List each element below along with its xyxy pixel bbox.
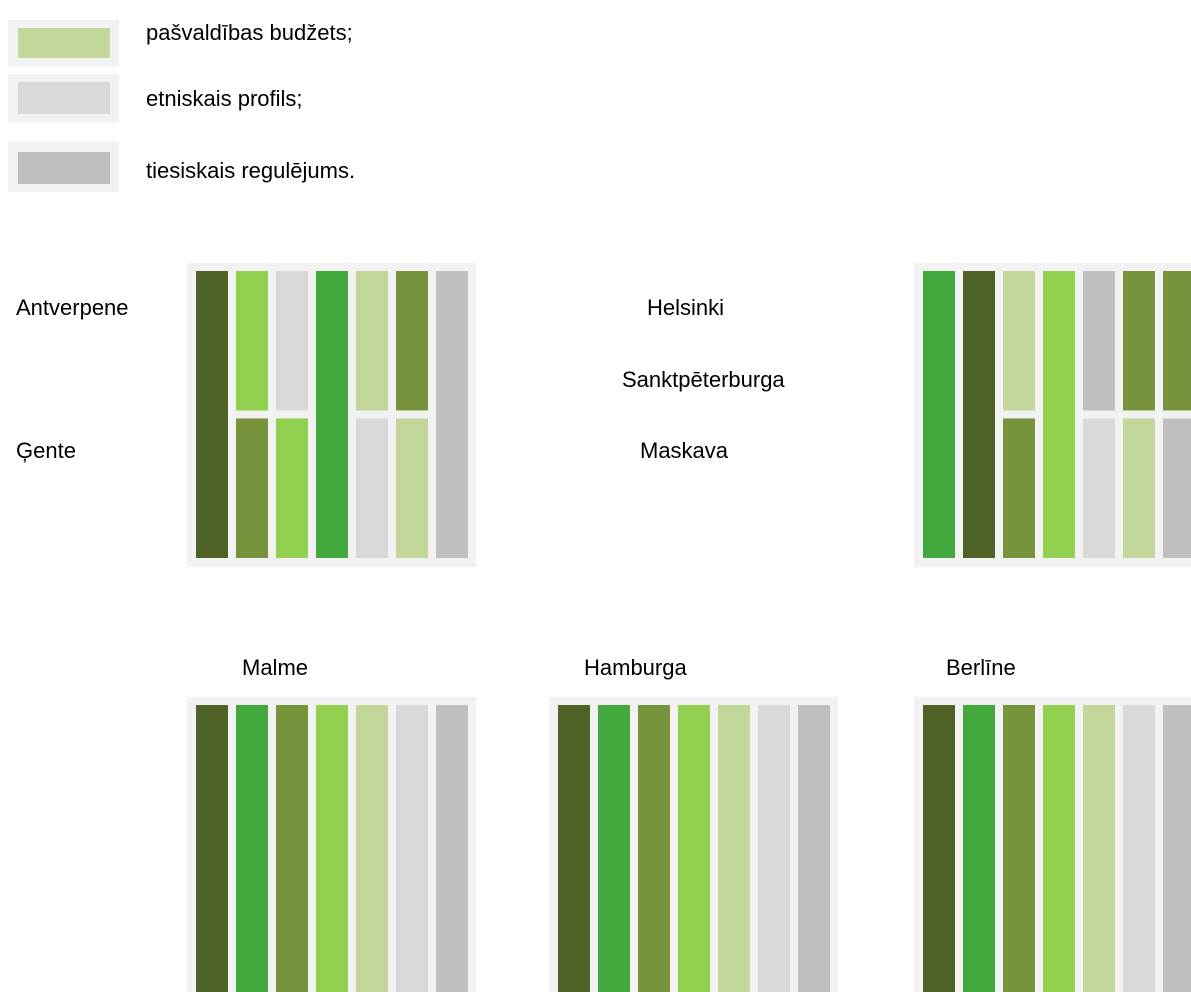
bar — [1003, 705, 1035, 992]
bar — [196, 705, 228, 992]
city-label: Antverpene — [16, 295, 129, 320]
bar — [1003, 271, 1035, 411]
bar — [1083, 705, 1115, 992]
bar — [316, 271, 348, 558]
bar — [436, 271, 468, 558]
bar — [963, 271, 995, 558]
bar — [236, 271, 268, 411]
bar — [236, 418, 268, 558]
bar — [436, 705, 468, 992]
bar — [396, 271, 428, 411]
bar — [1123, 418, 1155, 558]
legend-label: etniskais profils; — [146, 86, 303, 111]
bar — [196, 271, 228, 558]
bar — [1083, 418, 1115, 558]
city-label: Malme — [242, 655, 308, 680]
bar — [1003, 418, 1035, 558]
bar — [1123, 271, 1155, 411]
bar — [356, 271, 388, 411]
city-label: Ģente — [16, 438, 76, 463]
bar — [678, 705, 710, 992]
bar — [396, 705, 428, 992]
legend-swatch — [18, 82, 110, 114]
city-label: Sanktpēterburga — [622, 367, 785, 392]
bar — [558, 705, 590, 992]
bar — [1043, 271, 1075, 558]
bar — [1163, 418, 1191, 558]
bar — [923, 705, 955, 992]
city-label: Berlīne — [946, 655, 1016, 680]
bar — [276, 271, 308, 411]
bar — [396, 418, 428, 558]
bar — [598, 705, 630, 992]
panels — [187, 263, 1191, 992]
bar — [1043, 705, 1075, 992]
city-label: Helsinki — [647, 295, 724, 320]
bar — [236, 705, 268, 992]
bar — [356, 418, 388, 558]
bar — [1083, 271, 1115, 411]
bar — [718, 705, 750, 992]
city-label: Hamburga — [584, 655, 687, 680]
legend-swatch — [18, 152, 110, 184]
legend-label: pašvaldības budžets; — [146, 20, 353, 45]
legend-swatch — [18, 28, 110, 58]
bar — [1163, 705, 1191, 992]
bar — [276, 418, 308, 558]
bar — [1163, 271, 1191, 411]
bar — [963, 705, 995, 992]
legend-label: tiesiskais regulējums. — [146, 158, 355, 183]
bar — [1123, 705, 1155, 992]
bar — [356, 705, 388, 992]
legend: pašvaldības budžets; etniskais profils; … — [8, 20, 355, 192]
bar — [798, 705, 830, 992]
bar — [758, 705, 790, 992]
bar — [638, 705, 670, 992]
city-label: Maskava — [640, 438, 729, 463]
bar — [923, 271, 955, 558]
bar — [316, 705, 348, 992]
bar — [276, 705, 308, 992]
